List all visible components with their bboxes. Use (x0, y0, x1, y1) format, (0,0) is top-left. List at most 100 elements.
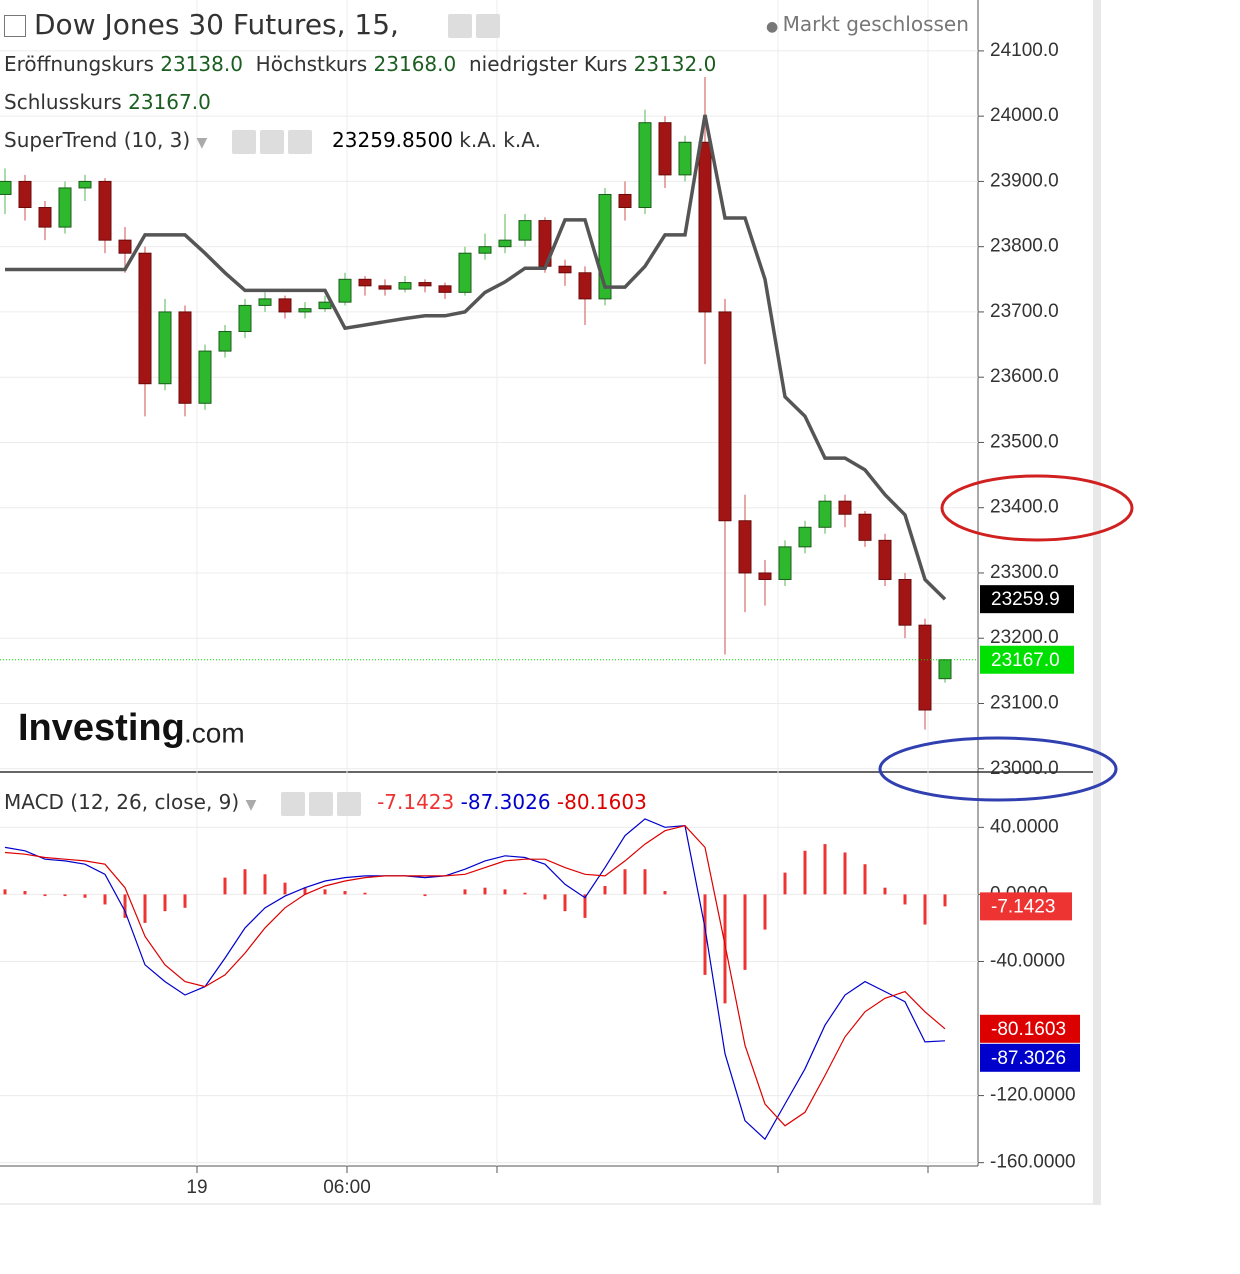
candle-body (158, 311, 172, 385)
x-tick-label: 19 (186, 1177, 207, 1198)
candle-body (718, 311, 732, 522)
y-tick-label: 23000.0 (990, 758, 1059, 779)
side-bar (1093, 0, 1101, 1205)
axis-value-label: -80.1603 (991, 1019, 1066, 1040)
candle-body (58, 187, 72, 228)
axis-value-label: 23259.9 (991, 589, 1060, 610)
ohlc-value: 23167.0 (128, 90, 211, 114)
title: Dow Jones 30 Futures, 15, (34, 8, 399, 41)
y-tick-label: 23200.0 (990, 627, 1059, 648)
watermark: Investing (18, 707, 185, 749)
candle-body (578, 272, 592, 300)
indicator-value: k.A. (459, 128, 497, 152)
candle-body (78, 180, 92, 189)
candle-body (298, 308, 312, 313)
eye-icon[interactable] (447, 14, 472, 38)
y-tick-label: -40.0000 (990, 950, 1065, 971)
axis-value-box (980, 645, 1074, 674)
candle-body (338, 278, 352, 303)
watermark: .com (184, 717, 245, 748)
candle-body (838, 500, 852, 515)
ohlc-value: 23168.0 (373, 52, 457, 76)
candle-body (898, 578, 912, 626)
macd-line (4, 818, 946, 1141)
indicator-value: -7.1423 (377, 790, 455, 814)
status: ● Markt geschlossen (766, 12, 969, 36)
candle-body (498, 239, 512, 248)
x-tick-label: 06:00 (323, 1177, 371, 1198)
candle-body (358, 278, 372, 287)
y-tick-label: 23500.0 (990, 431, 1059, 452)
candle-body (178, 311, 192, 404)
candle-body (478, 246, 492, 254)
candle-body (858, 513, 872, 541)
eye-icon[interactable] (280, 791, 305, 816)
ohlc-value: 23132.0 (633, 52, 717, 76)
y-tick-label: -120.0000 (990, 1085, 1076, 1106)
settings-icon[interactable] (259, 129, 284, 154)
candle-body (238, 304, 252, 333)
ohlc-name: Eröffnungskurs (4, 52, 154, 76)
ohlc-row: Schlusskurs 23167.0 (4, 90, 211, 114)
candle-body (398, 282, 412, 290)
axis-value-label: -87.3026 (991, 1048, 1066, 1069)
indicator-row: SuperTrend (10, 3) ▼ 23259.8500 k.A. k.A… (4, 128, 541, 154)
signal-line (4, 825, 946, 1127)
candle-body (378, 285, 392, 290)
candle-body (658, 122, 672, 176)
candle-body (138, 252, 152, 385)
candle-body (618, 193, 632, 209)
ohlc-row: Eröffnungskurs 23138.0 Höchstkurs 23168.… (4, 52, 716, 76)
status-text: Markt geschlossen (782, 12, 969, 36)
y-tick-label: 23600.0 (990, 366, 1059, 387)
ohlc-name: niedrigster Kurs (468, 52, 628, 76)
settings-icon[interactable] (475, 14, 500, 38)
candle-body (738, 520, 752, 574)
y-tick-label: -160.0000 (990, 1152, 1076, 1173)
y-tick-label: 23300.0 (990, 562, 1059, 583)
collapse-icon[interactable] (4, 15, 26, 37)
axis-value-box (980, 1043, 1080, 1072)
axis-value-box (980, 892, 1072, 921)
candle-body (18, 180, 32, 209)
indicator-name: MACD (12, 26, close, 9) (4, 790, 240, 814)
candle-body (278, 298, 292, 313)
indicator-row: MACD (12, 26, close, 9) ▼ -7.1423 -87.30… (4, 790, 647, 816)
axis-value-label: 23167.0 (991, 650, 1060, 671)
ohlc-name: Höchstkurs (255, 52, 368, 76)
candle-body (438, 285, 452, 293)
candle-body (678, 141, 692, 176)
close-icon[interactable] (336, 791, 361, 816)
axis-value-box (980, 1014, 1080, 1043)
axis-value-label: -7.1423 (991, 896, 1055, 917)
y-tick-label: 40.0000 (990, 816, 1059, 837)
candle-body (318, 301, 332, 310)
y-tick-label: 24100.0 (990, 40, 1059, 61)
candle-body (458, 252, 472, 293)
candle-body (518, 220, 532, 241)
candle-body (778, 546, 792, 580)
ohlc-name: Schlusskurs (4, 90, 122, 114)
title-row: Dow Jones 30 Futures, 15, (4, 8, 504, 41)
candle-body (0, 180, 12, 195)
candle-body (698, 141, 712, 313)
y-tick-label: 23400.0 (990, 497, 1059, 518)
close-icon[interactable] (287, 129, 312, 154)
y-tick-label: 23700.0 (990, 301, 1059, 322)
candle-body (118, 239, 132, 254)
eye-icon[interactable] (231, 129, 256, 154)
candle-body (938, 659, 952, 680)
settings-icon[interactable] (308, 791, 333, 816)
indicator-value: -87.3026 (460, 790, 551, 814)
supertrend-line (5, 114, 947, 601)
axis-value-box (980, 585, 1074, 614)
candle-body (38, 207, 52, 228)
indicator-name: SuperTrend (10, 3) (4, 128, 191, 152)
indicator-value: k.A. (503, 128, 541, 152)
candle-body (98, 180, 112, 241)
candle-body (798, 526, 812, 548)
annotation-ellipse (940, 474, 1134, 542)
candle-body (638, 122, 652, 209)
